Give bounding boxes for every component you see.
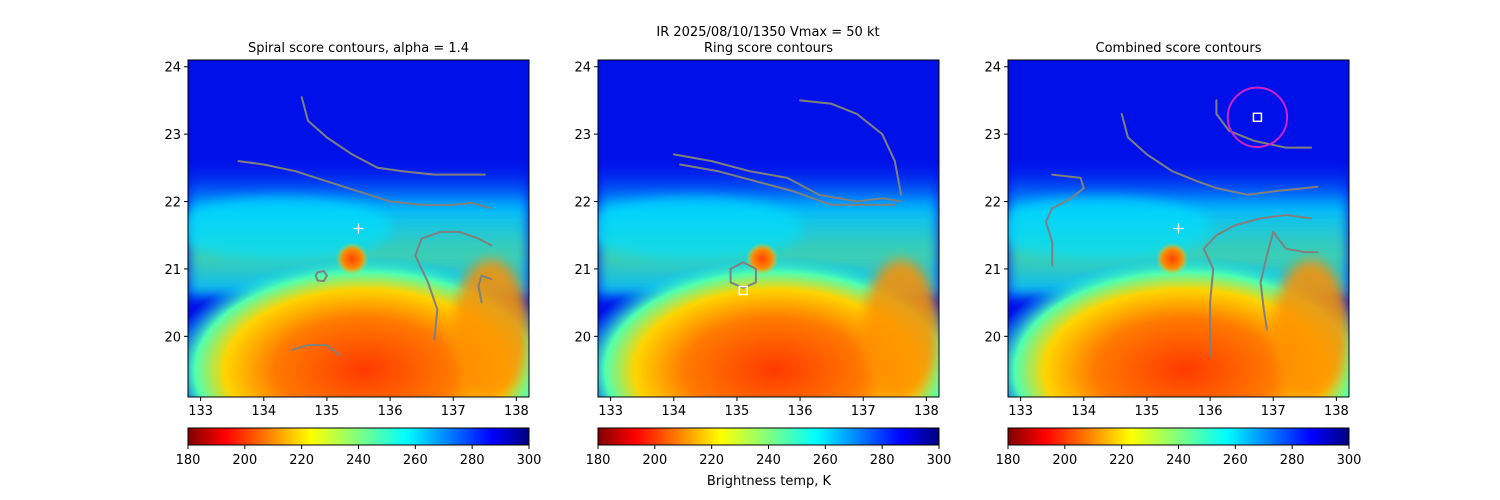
colorbar-tick-label: 200 (642, 453, 667, 468)
contour-line (237, 160, 493, 210)
panel-2: Ring score contours 133 134 135 136 137 138 20 2… (574, 41, 952, 468)
x-tick-label: 138 (1324, 404, 1349, 419)
x-tick-label: 135 (315, 404, 340, 419)
y-tick-label: 24 (574, 61, 591, 76)
contour-line (291, 344, 341, 357)
contour-line (1202, 247, 1215, 358)
panel-title: Spiral score contours, alpha = 1.4 (248, 41, 469, 56)
center-cross-marker (1173, 223, 1184, 234)
contour-line (672, 153, 903, 203)
axes-frame (597, 59, 940, 398)
ir-image (598, 60, 939, 397)
colorbar-tick-label: 300 (1337, 453, 1362, 468)
ir-image (188, 60, 529, 397)
contour-line (414, 237, 439, 341)
ir-image (1008, 60, 1349, 397)
y-tick-label: 22 (164, 196, 181, 211)
x-tick-label: 136 (788, 404, 813, 419)
colorbar-tick-label: 220 (699, 453, 724, 468)
colorbar-bar (597, 427, 940, 446)
contour-line (1044, 207, 1054, 267)
best-center-marker (1252, 112, 1263, 123)
colorbar-tick-label: 280 (460, 453, 485, 468)
contour-line (314, 270, 328, 283)
best-center-marker (738, 285, 748, 296)
y-tick-label: 20 (984, 330, 1001, 345)
panel-title: Combined score contours (1096, 41, 1262, 56)
x-tick-label: 138 (914, 404, 939, 419)
colorbar-tick-label: 300 (517, 453, 542, 468)
x-tick-label: 137 (851, 404, 876, 419)
x-tick-label: 136 (378, 404, 403, 419)
panel-3: Combined score contours 133 134 135 136 137 13… (984, 41, 1362, 468)
y-tick-label: 20 (574, 330, 591, 345)
y-tick-label: 23 (164, 128, 181, 143)
x-tick-label: 134 (661, 404, 686, 419)
panel-title: Ring score contours (704, 41, 833, 56)
x-tick-label: 133 (188, 404, 213, 419)
colorbar-bar (1007, 427, 1350, 446)
contour-line (1120, 112, 1319, 196)
axes-frame (187, 59, 530, 398)
colorbar: 180 200 220 240 260 280 300 (586, 427, 952, 468)
colorbar-tick-label: 280 (1280, 453, 1305, 468)
panel-1: Spiral score contours, alpha = 1.4 133 134… (164, 41, 542, 468)
colorbar-tick-label: 180 (996, 453, 1021, 468)
contour-line (477, 274, 493, 304)
colorbar-tick-label: 280 (870, 453, 895, 468)
contour-line (1215, 99, 1313, 149)
colorbar-tick-label: 240 (1166, 453, 1191, 468)
colorbar-tick-label: 240 (346, 453, 371, 468)
y-tick-label: 20 (164, 330, 181, 345)
colorbar: 180 200 220 240 260 280 300 (996, 427, 1362, 468)
contour-line (799, 99, 903, 196)
x-tick-label: 133 (1008, 404, 1033, 419)
x-tick-label: 138 (504, 404, 529, 419)
contour-line (300, 96, 486, 176)
y-tick-label: 24 (984, 61, 1001, 76)
colorbar-tick-label: 180 (176, 453, 201, 468)
y-tick-label: 21 (984, 263, 1001, 278)
colorbar-tick-label: 260 (1223, 453, 1248, 468)
y-tick-label: 21 (164, 263, 181, 278)
axes-frame (1007, 59, 1350, 398)
center-cross-marker (353, 223, 364, 234)
y-tick-label: 22 (984, 196, 1001, 211)
colorbar: 180 200 220 240 260 280 300 (176, 427, 542, 468)
contour-line (420, 230, 493, 247)
colorbar-tick-label: 220 (289, 453, 314, 468)
colorbar-tick-label: 200 (232, 453, 257, 468)
y-tick-label: 21 (574, 263, 591, 278)
y-tick-label: 22 (574, 196, 591, 211)
x-tick-label: 134 (1071, 404, 1096, 419)
contour-line (729, 261, 757, 289)
colorbar-tick-label: 200 (1052, 453, 1077, 468)
contour-line (1259, 230, 1275, 331)
colorbar-tick-label: 300 (927, 453, 952, 468)
contour-line (1202, 214, 1313, 250)
colorbar-bar (187, 427, 530, 446)
colorbar-tick-label: 260 (403, 453, 428, 468)
colorbar-tick-label: 260 (813, 453, 838, 468)
colorbar-tick-label: 180 (586, 453, 611, 468)
colorbar-tick-label: 220 (1109, 453, 1134, 468)
x-tick-label: 134 (251, 404, 276, 419)
y-tick-label: 23 (574, 128, 591, 143)
y-tick-label: 24 (164, 61, 181, 76)
x-tick-label: 133 (598, 404, 623, 419)
x-tick-label: 135 (1135, 404, 1160, 419)
y-tick-label: 23 (984, 128, 1001, 143)
best-fit-circle (1226, 86, 1289, 148)
contour-line (679, 163, 896, 206)
x-tick-label: 136 (1198, 404, 1223, 419)
colorbar-label: Brightness temp, K (707, 474, 832, 489)
colorbar-tick-label: 240 (756, 453, 781, 468)
contour-line (1272, 230, 1319, 254)
x-tick-label: 135 (725, 404, 750, 419)
x-tick-label: 137 (441, 404, 466, 419)
figure-suptitle: IR 2025/08/10/1350 Vmax = 50 kt (656, 25, 879, 40)
contour-line (1051, 173, 1085, 210)
x-tick-label: 137 (1261, 404, 1286, 419)
